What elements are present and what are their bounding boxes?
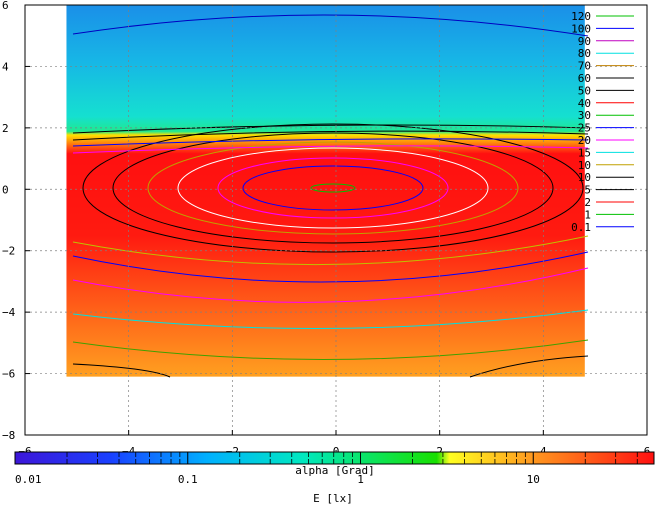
colorbar-tick-label: 10	[527, 473, 540, 486]
y-tick-label: −8	[2, 429, 15, 442]
y-axis-ticks: −8 −6 −4 −2 0 2 4 6	[2, 0, 30, 442]
y-tick-label: −4	[2, 306, 16, 319]
legend-label: 80	[578, 47, 591, 60]
legend-label: 10	[578, 171, 591, 184]
legend-label: 120	[571, 10, 591, 23]
legend-label: 100	[571, 22, 591, 35]
legend-label: 90	[578, 35, 591, 48]
legend-label: 0.1	[571, 221, 591, 234]
legend-label: 30	[578, 109, 591, 122]
legend-label: 70	[578, 60, 591, 73]
y-tick-label: 4	[2, 60, 9, 73]
colorbar	[14, 451, 655, 465]
y-tick-label: 0	[2, 183, 9, 196]
x-axis-label: E [lx]	[313, 492, 353, 505]
legend-label: 40	[578, 97, 591, 110]
y-tick-label: −6	[2, 368, 15, 381]
legend-label: 20	[578, 134, 591, 147]
legend-label: 25	[578, 122, 591, 135]
legend-label: 60	[578, 72, 591, 85]
y-tick-label: −2	[2, 245, 15, 258]
colorbar-tick-label: 1	[357, 473, 364, 486]
y-tick-label: 2	[2, 122, 9, 135]
heatmap-data-area	[66, 5, 585, 377]
legend-label: 2	[584, 196, 591, 209]
contour-lines	[72, 14, 589, 378]
colorbar-tick-label: 0.01	[15, 473, 42, 486]
legend-label: 1	[584, 208, 591, 221]
legend-label: 10	[578, 159, 591, 172]
colorbar-tick-label: 0.1	[178, 473, 198, 486]
legend-label: 50	[578, 84, 591, 97]
legend-label: 15	[578, 146, 591, 159]
colorbar-ticks: 0.01 0.1 1 10	[14, 452, 655, 486]
legend-label: 5	[584, 184, 591, 197]
colorbar-title: alpha [Grad]	[295, 464, 374, 477]
y-tick-label: 6	[2, 0, 9, 12]
